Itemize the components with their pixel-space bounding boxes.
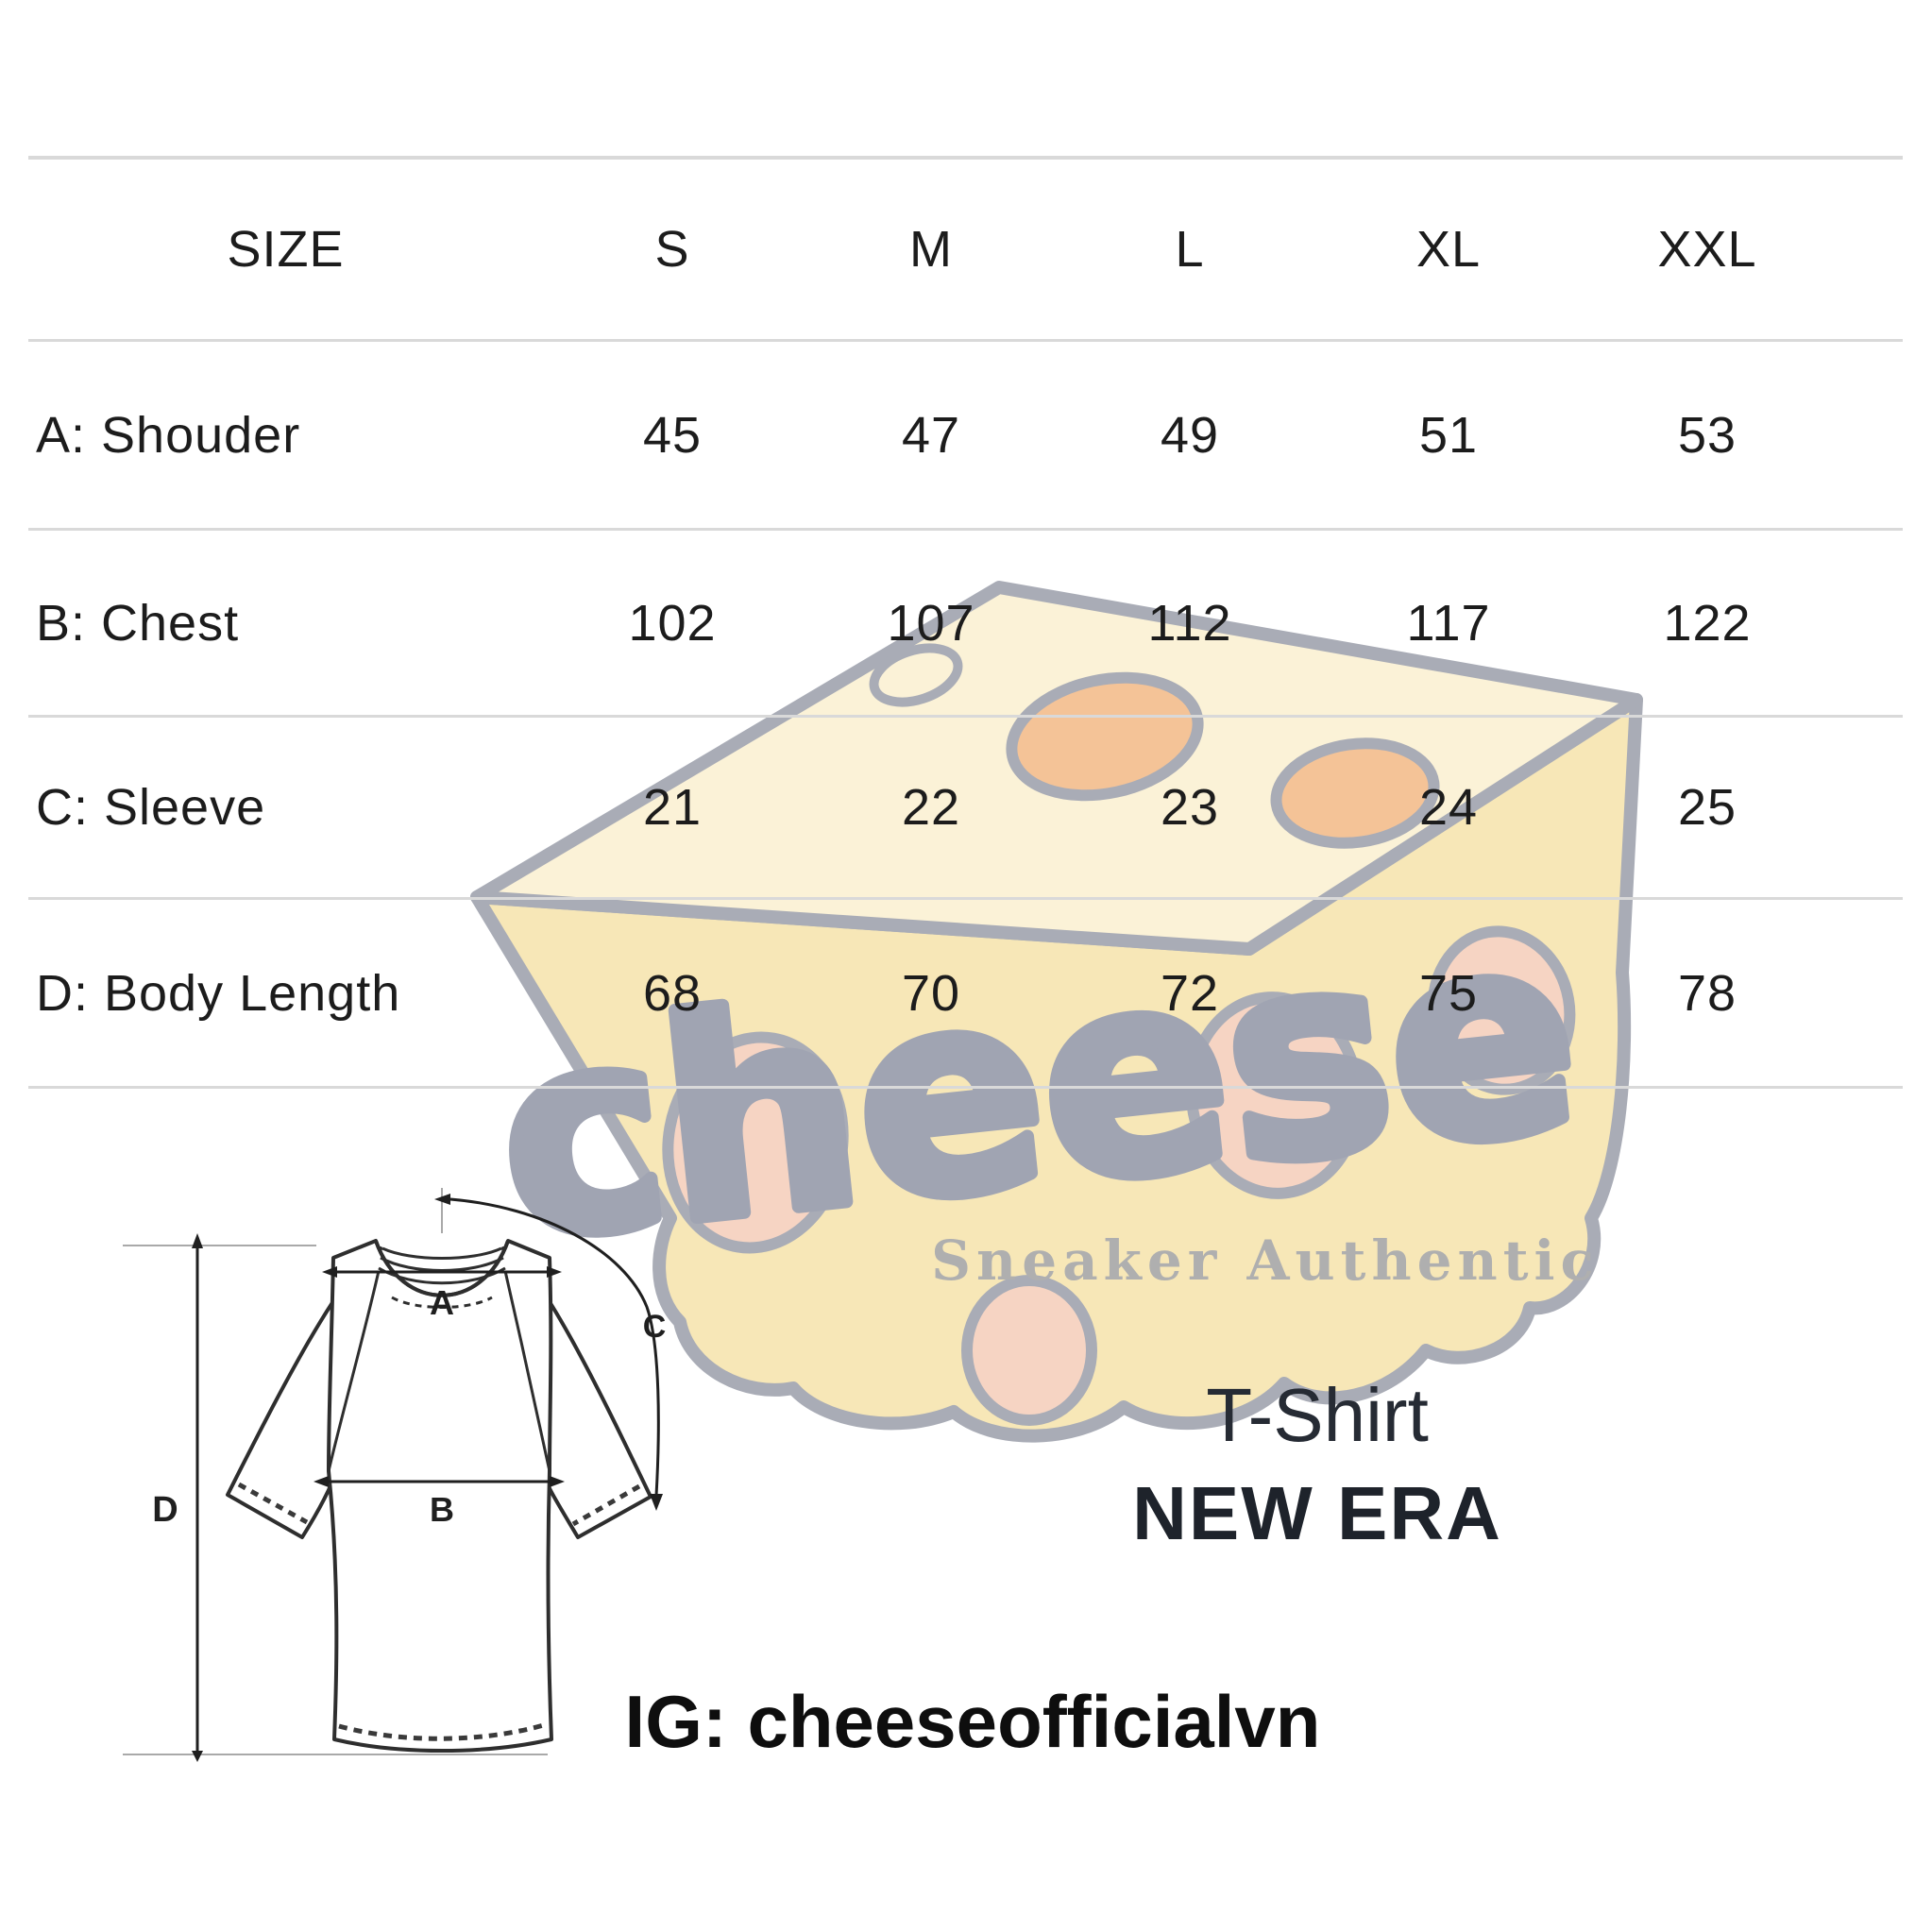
table-row-body-length: D: Body Length 68 70 72 75 78 — [28, 900, 1903, 1089]
cell-value: 78 — [1677, 964, 1737, 1022]
cell-value: 112 — [1147, 594, 1232, 652]
size-chart-table: SIZE S M L XL XXL A: Shouder 45 47 49 51… — [28, 156, 1903, 1089]
measure-a: A — [322, 1266, 562, 1322]
column-header-s: S — [654, 221, 690, 278]
cell-value: 24 — [1418, 779, 1479, 836]
cuff-stitches — [237, 1482, 641, 1527]
tshirt-measurement-diagram: A B C D — [123, 1188, 666, 1762]
row-label: C: Sleeve — [36, 779, 266, 836]
column-header-xl: XL — [1415, 221, 1482, 278]
watermark-tagline-text: Sneaker Authentic — [931, 1229, 1600, 1293]
measure-c-label: C — [643, 1309, 667, 1345]
raglan-seams — [327, 1270, 551, 1472]
cheese-hole — [869, 643, 963, 707]
row-label: D: Body Length — [36, 964, 401, 1022]
table-header-row: SIZE S M L XL XXL — [28, 160, 1903, 342]
row-label: A: Shouder — [36, 406, 301, 464]
column-header-xxl: XXL — [1657, 221, 1757, 278]
cheese-hole — [662, 1031, 849, 1254]
cell-value: 122 — [1663, 594, 1752, 652]
cell-value: 70 — [901, 964, 961, 1022]
cell-value: 47 — [901, 406, 961, 464]
cell-value: 21 — [642, 779, 703, 836]
table-row-sleeve: C: Sleeve 21 22 23 24 25 — [28, 718, 1903, 900]
cheese-hole — [1270, 737, 1440, 849]
column-header-l: L — [1175, 221, 1205, 278]
cell-value: 22 — [901, 779, 961, 836]
cell-value: 72 — [1160, 964, 1220, 1022]
product-brand: NEW ERA — [1132, 1471, 1502, 1555]
tshirt-collar — [374, 1240, 510, 1309]
measure-b-label: B — [430, 1490, 454, 1529]
cell-value: 25 — [1677, 779, 1737, 836]
cheese-hole — [961, 1275, 1097, 1426]
table-row-chest: B: Chest 102 107 112 117 122 — [28, 531, 1903, 718]
cell-value: 102 — [628, 594, 717, 652]
product-name: T-Shirt — [1206, 1373, 1429, 1457]
measure-a-label: A — [430, 1283, 454, 1322]
measure-b: B — [314, 1476, 565, 1529]
measure-d: D — [152, 1233, 203, 1762]
cell-value: 107 — [887, 594, 975, 652]
hem-stitches — [338, 1721, 548, 1741]
cell-value: 49 — [1160, 406, 1220, 464]
cell-value: 45 — [642, 406, 703, 464]
cell-value: 51 — [1418, 406, 1479, 464]
cheese-front-face — [470, 693, 1643, 1443]
instagram-handle: IG: cheeseofficialvn — [624, 1680, 1321, 1763]
cell-value: 53 — [1677, 406, 1737, 464]
cell-value: 75 — [1418, 964, 1479, 1022]
cell-value: 117 — [1406, 594, 1491, 652]
column-header-size: SIZE — [227, 221, 345, 278]
product-text-block: T-Shirt NEW ERA — [1105, 1374, 1530, 1555]
measure-d-label: D — [152, 1490, 178, 1530]
column-header-m: M — [909, 221, 953, 278]
measure-c: C — [434, 1194, 666, 1511]
table-row-shoulder: A: Shouder 45 47 49 51 53 — [28, 342, 1903, 531]
cell-value: 68 — [642, 964, 703, 1022]
cell-value: 23 — [1160, 779, 1220, 836]
row-label: B: Chest — [36, 594, 240, 652]
